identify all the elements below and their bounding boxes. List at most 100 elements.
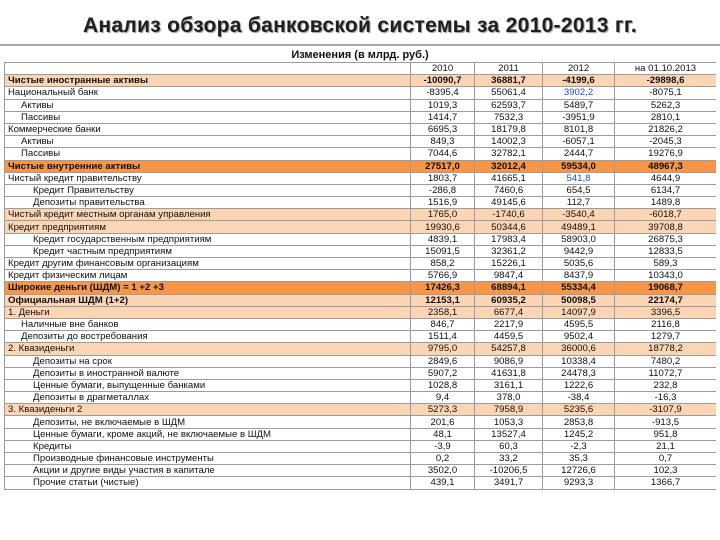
value-cell: 951,8 — [614, 427, 716, 441]
value-cell: -29898,6 — [614, 74, 716, 88]
table-row: Чистый кредит местным органам управления… — [4, 208, 716, 222]
value-cell: -10206,5 — [474, 464, 543, 478]
value-cell: 26875,3 — [614, 232, 716, 246]
value-cell: 9,4 — [410, 391, 475, 405]
row-label: 2. Квазиденьги — [4, 342, 411, 356]
value-cell: 5766,9 — [410, 269, 475, 283]
value-cell: 1414,7 — [410, 110, 475, 124]
row-label: Активы — [4, 98, 411, 112]
table-row: Депозиты в драгметаллах 9,4 378,0 -38,4 -16,… — [4, 391, 716, 405]
table-row: Производные финансовые инструменты 0,2 33,… — [4, 451, 716, 466]
row-label: Активы — [4, 135, 411, 149]
value-cell: 1019,3 — [410, 98, 475, 112]
value-cell: -10090,7 — [410, 74, 475, 88]
table-row: Пассивы 1414,7 7532,3 -3951,9 2810,1 — [4, 110, 716, 124]
value-cell: 9502,4 — [542, 330, 615, 344]
value-cell: 0,2 — [410, 451, 475, 466]
value-cell: 21826,2 — [614, 122, 716, 137]
value-cell: 4839,1 — [410, 232, 475, 246]
value-cell: 2217,9 — [474, 317, 543, 332]
value-cell: 1028,8 — [410, 378, 475, 393]
header-cell-2013: на 01.10.2013 — [614, 61, 716, 76]
table-row: Широкие деньги (ШДМ) = 1 +2 +3 17426,3 688… — [4, 281, 716, 295]
value-cell: 7480,2 — [614, 354, 716, 368]
value-cell: 5262,3 — [614, 98, 716, 112]
row-label: Депозиты в иностранной валюте — [4, 366, 411, 380]
value-cell: 7044,6 — [410, 147, 475, 161]
value-cell: 3902,2 — [542, 86, 615, 100]
value-cell: 55334,4 — [542, 281, 615, 295]
row-label: Акции и другие виды участия в капитале — [4, 464, 411, 478]
row-label: Пассивы — [4, 147, 411, 161]
row-label: Кредит частным предприятиям — [4, 244, 411, 259]
row-label: Кредиты — [4, 439, 411, 454]
value-cell: 5273,3 — [410, 403, 475, 417]
row-label: Кредит государственным предприятиям — [4, 232, 411, 246]
value-cell: 32012,4 — [474, 159, 543, 173]
value-cell: 1516,9 — [410, 196, 475, 210]
value-cell: 12726,6 — [542, 464, 615, 478]
value-cell: 10343,0 — [614, 269, 716, 283]
value-cell: 1222,6 — [542, 378, 615, 393]
value-cell: -3540,4 — [542, 208, 615, 222]
slide-title: Анализ обзора банковской системы за 2010… — [82, 14, 638, 37]
table-row: Акции и другие виды участия в капитале 35… — [4, 464, 716, 478]
table-row: Депозиты до востребования 1511,4 4459,5 950… — [4, 330, 716, 344]
value-cell: -8395,4 — [410, 86, 475, 100]
value-cell: 7958,9 — [474, 403, 543, 417]
value-cell: 55061,4 — [474, 86, 543, 100]
row-label: Чистые внутренние активы — [4, 159, 411, 173]
value-cell: 654,5 — [542, 183, 615, 198]
value-cell: 2849,6 — [410, 354, 475, 368]
row-label: Кредит Правительству — [4, 183, 411, 198]
table-row: Активы 1019,3 62593,7 5489,7 5262,3 — [4, 98, 716, 112]
row-label: Депозиты на срок — [4, 354, 411, 368]
value-cell: 10338,4 — [542, 354, 615, 368]
value-cell: 1765,0 — [410, 208, 475, 222]
row-label: Производные финансовые инструменты — [4, 451, 411, 466]
row-label: 3. Квазиденьги 2 — [4, 403, 411, 417]
value-cell: 5907,2 — [410, 366, 475, 380]
value-cell: 9293,3 — [542, 476, 615, 490]
value-cell: 232,8 — [614, 378, 716, 393]
table-row: Национальный банк -8395,4 55061,4 3902,2 -80… — [4, 86, 716, 100]
value-cell: -6057,1 — [542, 135, 615, 149]
value-cell: 60935,2 — [474, 293, 543, 307]
value-cell: 19276,9 — [614, 147, 716, 161]
value-cell: 15226,1 — [474, 256, 543, 271]
value-cell: 7532,3 — [474, 110, 543, 124]
value-cell: 62593,7 — [474, 98, 543, 112]
value-cell: -6018,7 — [614, 208, 716, 222]
value-cell: 32782,1 — [474, 147, 543, 161]
value-cell: 54257,8 — [474, 342, 543, 356]
value-cell: 33,2 — [474, 451, 543, 466]
row-label: Депозиты до востребования — [4, 330, 411, 344]
title-divider — [0, 44, 720, 46]
value-cell: 2810,1 — [614, 110, 716, 124]
value-cell: 1245,2 — [542, 427, 615, 441]
value-cell: 68894,1 — [474, 281, 543, 295]
value-cell: 49145,6 — [474, 196, 543, 210]
row-label: Чистые иностранные активы — [4, 74, 411, 88]
table-row: Кредит частным предприятиям 15091,5 32361,… — [4, 244, 716, 259]
value-cell: 15091,5 — [410, 244, 475, 259]
table-row: Кредит государственным предприятиям 4839,… — [4, 232, 716, 246]
table-row: Кредит другим финансовым организациям 858… — [4, 256, 716, 271]
value-cell: 3161,1 — [474, 378, 543, 393]
row-label: Широкие деньги (ШДМ) = 1 +2 +3 — [4, 281, 411, 295]
row-label: 1. Деньги — [4, 305, 411, 319]
table-row: Чистые внутренние активы 27517,0 32012,4 59… — [4, 159, 716, 173]
row-label: Ценные бумаги, выпущенные банками — [4, 378, 411, 393]
value-cell: 36000,6 — [542, 342, 615, 356]
row-label: Кредит предприятиям — [4, 220, 411, 234]
value-cell: 1489,8 — [614, 196, 716, 210]
header-cell-2011: 2011 — [474, 61, 543, 76]
table-row: Официальная ШДМ (1+2) 12153,1 60935,2 50098… — [4, 293, 716, 307]
value-cell: 1366,7 — [614, 476, 716, 490]
value-cell: 58903,0 — [542, 232, 615, 246]
row-label: Кредит физическим лицам — [4, 269, 411, 283]
value-cell: -2,3 — [542, 439, 615, 454]
value-cell: 21,1 — [614, 439, 716, 454]
row-label: Прочие статьи (чистые) — [4, 476, 411, 490]
spreadsheet-area: Изменения (в млрд. руб.) 2010 2011 2012 … — [4, 48, 716, 540]
